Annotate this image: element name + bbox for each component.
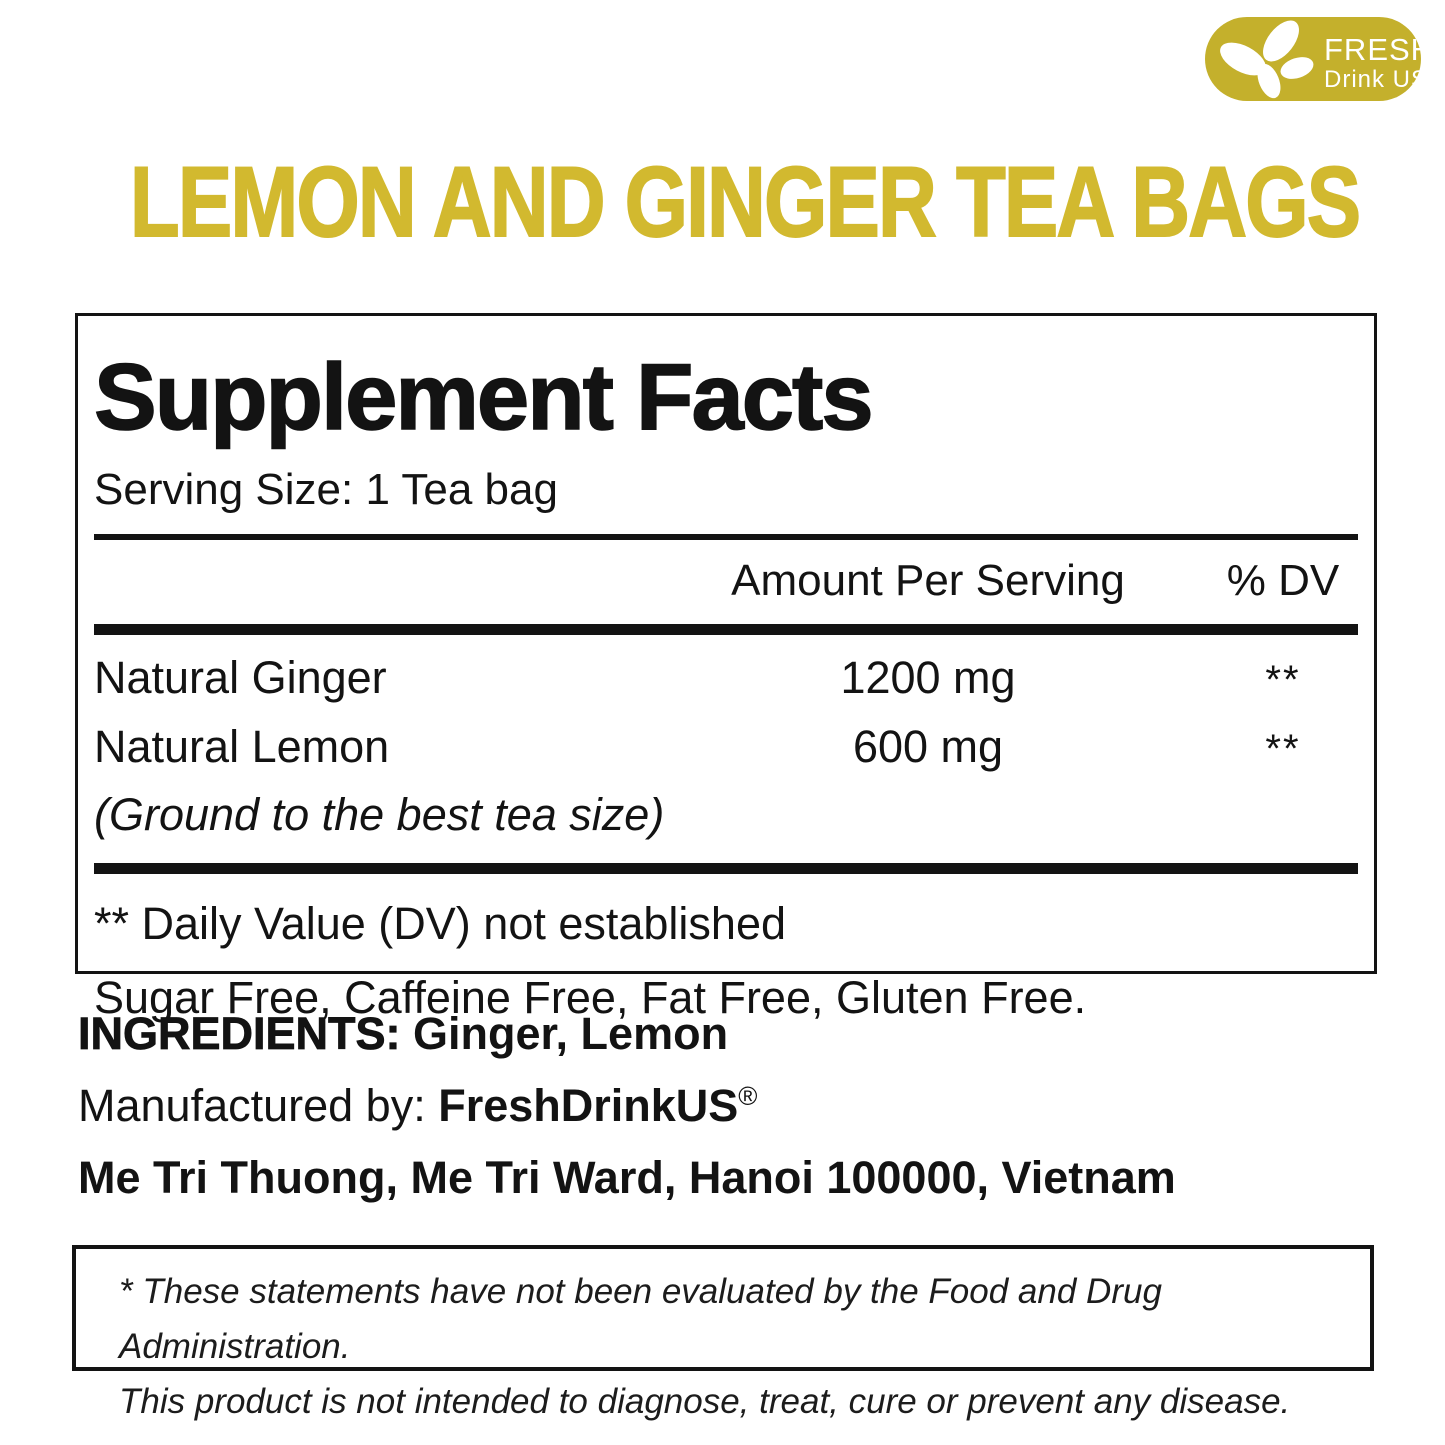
- ingredients-label: INGREDIENTS:: [78, 1008, 401, 1060]
- serving-size-text: Serving Size: 1 Tea bag: [94, 465, 558, 514]
- disclaimer-line-1: * These statements have not been evaluat…: [119, 1272, 1162, 1366]
- manufacturer-name: FreshDrinkUS: [438, 1079, 739, 1131]
- divider-thin: [94, 534, 1358, 541]
- page-title: LEMON AND GINGER TEA BAGS: [129, 146, 1362, 257]
- ingredients-value: Ginger, Lemon: [400, 1008, 729, 1059]
- manufacturer-line: Manufactured by: FreshDrinkUS®: [78, 1080, 1176, 1132]
- nutrient-dv: **: [1265, 658, 1301, 703]
- divider-thick-bottom: [94, 863, 1358, 875]
- manufacturer-address: Me Tri Thuong, Me Tri Ward, Hanoi 100000…: [78, 1151, 1176, 1203]
- nutrient-name: Natural Lemon: [94, 721, 390, 773]
- header-amount-per-serving: Amount Per Serving: [731, 556, 1125, 606]
- grind-note: (Ground to the best tea size): [94, 789, 665, 841]
- fda-disclaimer-box: * These statements have not been evaluat…: [72, 1245, 1374, 1421]
- nutrient-name: Natural Ginger: [94, 652, 387, 704]
- nutrient-row-ginger: Natural Ginger 1200 mg **: [94, 635, 1358, 704]
- nutrient-amount: 1200 mg: [840, 652, 1016, 704]
- supplement-facts-panel: Supplement Facts Serving Size: 1 Tea bag…: [75, 313, 1377, 1023]
- registered-trademark-icon: ®: [738, 1080, 758, 1111]
- facts-header-row: Amount Per Serving % DV: [94, 540, 1358, 624]
- divider-thick-top: [94, 624, 1358, 636]
- free-claims-footnote: Sugar Free, Caffeine Free, Fat Free, Glu…: [94, 972, 1087, 1024]
- product-details: INGREDIENTS: Ginger, Lemon Manufactured …: [78, 1008, 1176, 1203]
- brand-logo: FRESH Drink US: [1205, 17, 1421, 101]
- supplement-facts-heading: Supplement Facts: [93, 344, 874, 449]
- logo-text-drink-us: Drink US: [1324, 66, 1421, 93]
- disclaimer-line-2: This product is not intended to diagnose…: [119, 1381, 1291, 1421]
- ingredients-line: INGREDIENTS: Ginger, Lemon: [78, 1008, 1176, 1060]
- fresh-drink-us-logo-icon: FRESH Drink US: [1205, 17, 1421, 101]
- leaf-petals-icon: [1220, 20, 1314, 99]
- logo-text-fresh: FRESH: [1324, 32, 1421, 67]
- nutrient-row-lemon: Natural Lemon 600 mg **: [94, 704, 1358, 773]
- daily-value-footnote: ** Daily Value (DV) not established: [94, 898, 787, 950]
- nutrient-dv: **: [1265, 727, 1301, 772]
- nutrient-amount: 600 mg: [852, 721, 1004, 773]
- manufactured-by-label: Manufactured by:: [78, 1079, 439, 1131]
- header-percent-dv: % DV: [1226, 556, 1340, 606]
